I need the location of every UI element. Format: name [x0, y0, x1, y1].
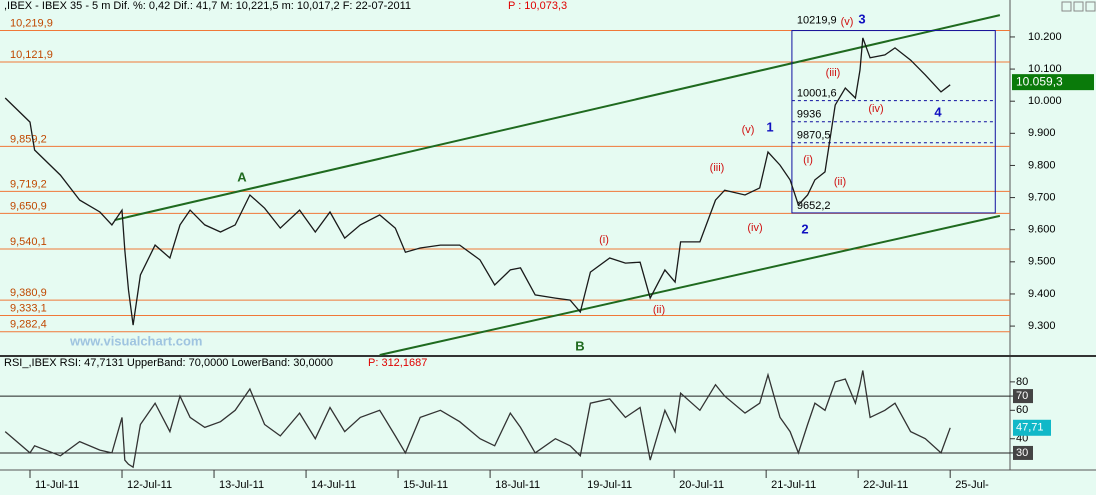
x-tick-label: 25-Jul- [955, 479, 989, 491]
x-tick-label: 18-Jul-11 [495, 479, 540, 491]
y-tick-label: 9.500 [1028, 256, 1056, 268]
close-button[interactable] [1085, 1, 1096, 12]
level-label: 9,650,9 [10, 200, 47, 212]
wave-label: (v) [742, 124, 755, 136]
y-tick-label: 30 [1016, 447, 1028, 459]
price-line [4, 370, 951, 469]
wave-label: B [575, 338, 584, 353]
x-tick-label: 13-Jul-11 [219, 479, 264, 491]
band-tag [1013, 389, 1033, 404]
level-label: 10,121,9 [10, 49, 53, 61]
wave-label: (ii) [653, 304, 665, 316]
y-tick-label: 10.000 [1028, 95, 1062, 107]
box-level-label: 10219,9 [797, 14, 837, 26]
x-tick-label: 14-Jul-11 [311, 479, 356, 491]
wave-label: 3 [858, 11, 865, 26]
wave-label: (iii) [710, 162, 725, 174]
y-tick-label: 9.300 [1028, 320, 1056, 332]
y-tick-label: 9.800 [1028, 159, 1056, 171]
x-tick-label: 21-Jul-11 [771, 479, 816, 491]
rsi-value-tag [1013, 419, 1051, 436]
rsi-value-label: 47,71 [1016, 422, 1044, 434]
rsi-title-price: P: 312,1687 [368, 357, 427, 369]
x-tick-label: 15-Jul-11 [403, 479, 448, 491]
minimize-button[interactable] [1061, 1, 1072, 12]
wave-label: (iv) [747, 222, 762, 234]
y-tick-label: 10.100 [1028, 63, 1062, 75]
y-tick-label: 9.900 [1028, 127, 1056, 139]
level-label: 9,282,4 [10, 319, 47, 331]
watermark: www.visualchart.com [69, 333, 202, 348]
x-tick-label: 12-Jul-11 [127, 479, 172, 491]
y-tick-label: 60 [1016, 404, 1028, 416]
wave-label: 4 [934, 104, 942, 119]
y-tick-label: 10.200 [1028, 31, 1062, 43]
x-tick-label: 22-Jul-11 [863, 479, 908, 491]
level-label: 9,859,2 [10, 133, 47, 145]
last-value-tag [1012, 74, 1094, 91]
box-level-label: 10001,6 [797, 88, 837, 100]
y-tick-label: 9.700 [1028, 191, 1056, 203]
restore-button[interactable] [1073, 1, 1084, 12]
window-buttons[interactable] [1061, 1, 1096, 12]
wave-label: (iii) [826, 67, 841, 79]
wave-label: 1 [766, 119, 773, 134]
level-label: 9,380,9 [10, 287, 47, 299]
y-tick-label: 9.400 [1028, 288, 1056, 300]
level-label: 9,540,1 [10, 236, 47, 248]
trendline [114, 14, 1001, 222]
price-line [4, 37, 951, 326]
y-tick-label: 80 [1016, 376, 1028, 388]
wave-label: (i) [803, 154, 813, 166]
box-level-label: 9652,2 [797, 200, 831, 212]
y-tick-label: 70 [1016, 390, 1028, 402]
y-tick-label: 9.600 [1028, 224, 1056, 236]
box-level-label: 9870,5 [797, 130, 831, 142]
last-value-label: 10.059,3 [1016, 74, 1063, 88]
level-label: 9,719,2 [10, 178, 47, 190]
wave-label: (i) [599, 234, 609, 246]
trendline [379, 214, 1001, 356]
title-price: P : 10,073,3 [508, 0, 567, 12]
chart-title: ,IBEX - IBEX 35 - 5 m Dif. %: 0,42 Dif.:… [4, 0, 411, 12]
band-tag [1013, 445, 1033, 460]
level-label: 9,333,1 [10, 302, 47, 314]
level-label: 10,219,9 [10, 17, 53, 29]
wave-label: 2 [801, 221, 808, 236]
wave-label: A [237, 169, 247, 184]
wave-label: (iv) [868, 103, 883, 115]
x-tick-label: 11-Jul-11 [35, 479, 79, 491]
rsi-title: RSI_,IBEX RSI: 47,7131 UpperBand: 70,000… [4, 357, 333, 369]
x-tick-label: 19-Jul-11 [587, 479, 632, 491]
wave-label: (ii) [834, 176, 846, 188]
x-tick-label: 20-Jul-11 [679, 479, 724, 491]
wave-label: (v) [841, 16, 854, 28]
box-level-label: 9936 [797, 109, 821, 121]
